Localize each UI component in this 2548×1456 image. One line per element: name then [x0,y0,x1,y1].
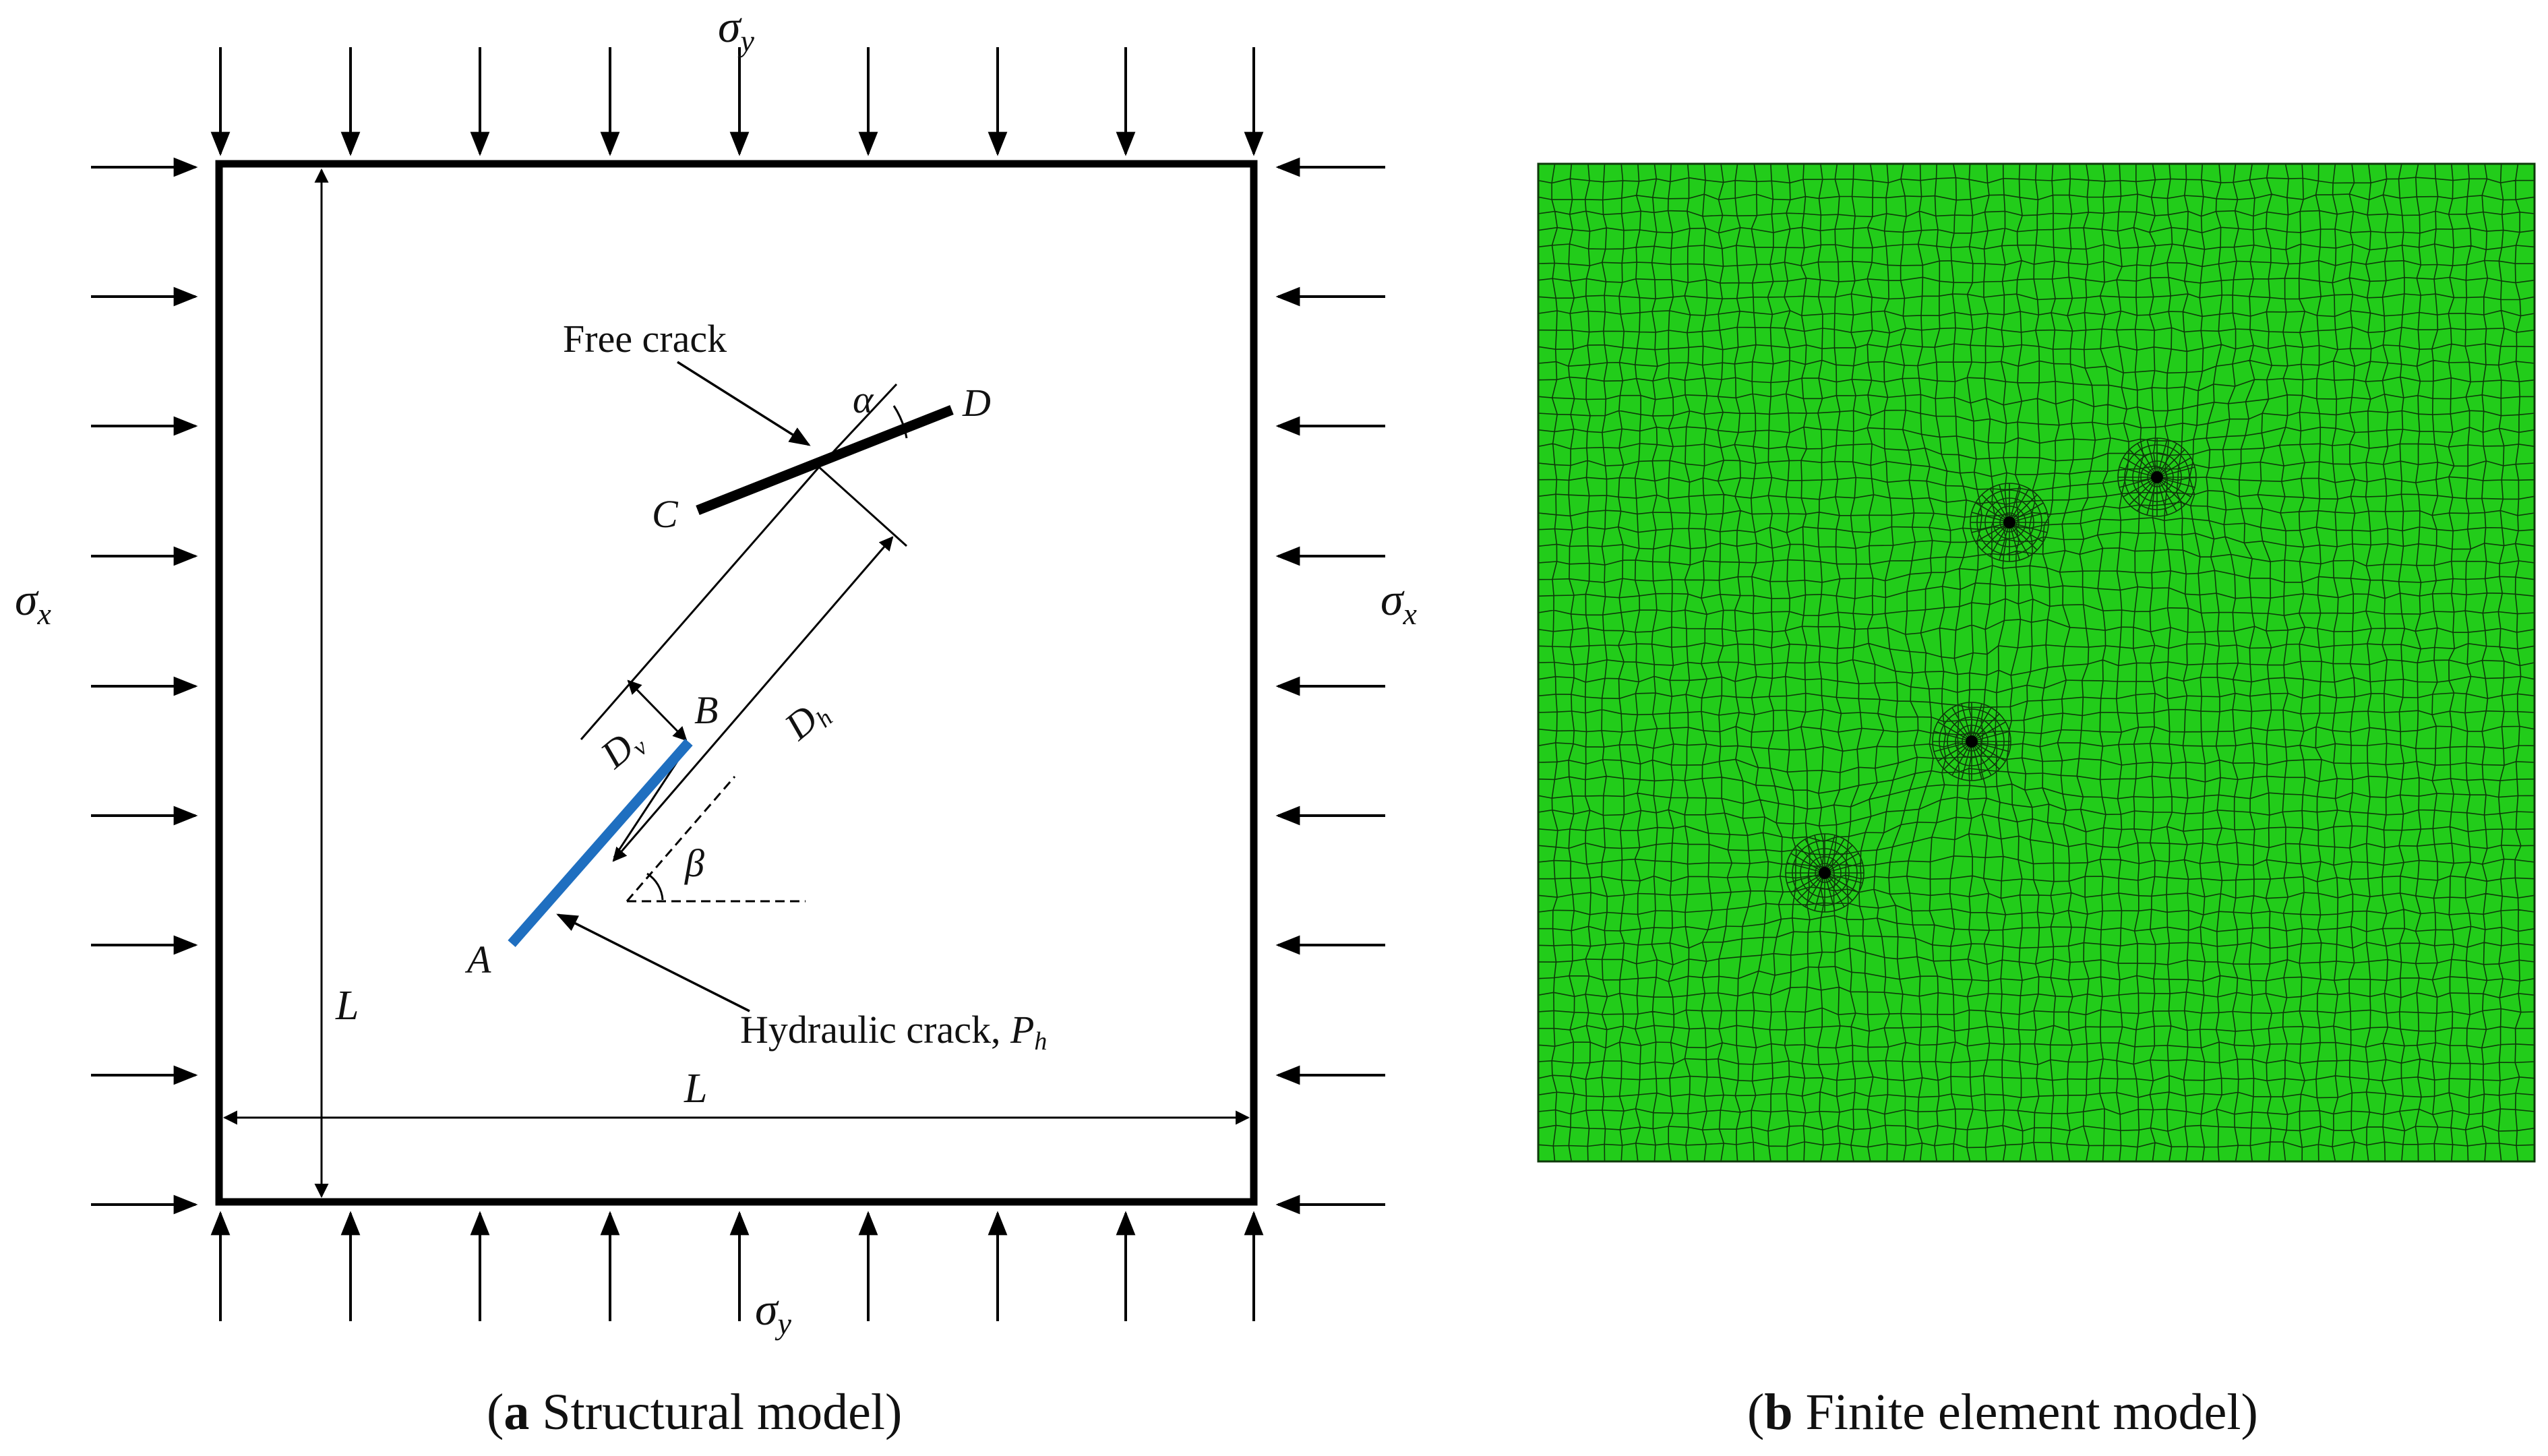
stress-sigma-x-right-label: σx [1381,574,1418,631]
crack-tip-node [1819,867,1831,879]
mesh-refinement-spider [1785,833,1864,913]
caption-structural-model: (a Structural model) [487,1384,903,1440]
dimension-l-horizontal-label: L [684,1066,707,1112]
specimen-boundary [215,160,1258,1206]
mesh-domain [1537,162,2536,1163]
left-load-arrows [91,157,198,1215]
mesh-grid-path [1538,163,2535,1162]
hydraulic-crack-ab [508,739,693,947]
stress-sigma-y-top-label: σy [718,1,755,58]
right-load-arrows [1275,157,1385,1215]
point-b-label: B [694,688,718,732]
stress-sigma-y-bottom-label: σy [755,1283,792,1341]
hydraulic-crack-leader-arrow [556,913,750,1012]
crack-tip-node [2003,516,2015,528]
crack-tip-node [1966,735,1978,748]
angle-alpha-label: α [853,377,874,421]
dimension-dh-label: Dh [776,689,838,752]
crack-geometry-construction [580,383,908,901]
dimension-l-vertical-label: L [335,983,359,1029]
free-crack-cd [696,405,954,515]
caption-finite-element-model: (b Finite element model) [1747,1384,2258,1440]
dimension-dv-label: Dv [592,718,653,779]
point-d-label: D [962,381,991,425]
mesh-refinement-spider [2117,437,2197,517]
structural-model-diagram: σy σy σx σx Free crack Hydraulic crack, … [15,1,1418,1341]
stress-sigma-x-left-label: σx [15,574,52,631]
crack-tip-node [2151,471,2163,483]
bottom-load-arrows [210,1211,1264,1321]
point-a-label: A [464,938,491,981]
free-crack-leader-arrow [677,361,811,446]
hydraulic-crack-label: Hydraulic crack, Ph [740,1008,1047,1056]
angle-beta-label: β [684,841,704,885]
free-crack-label: Free crack [563,317,727,361]
point-c-label: C [652,492,679,536]
mesh-element-lines [1538,163,2535,1162]
top-load-arrows [210,47,1264,156]
mesh-refinement-spider [1970,483,2049,562]
mesh-refinement-centers [1785,437,2197,913]
mesh-refinement-spider [1932,702,2011,781]
beta-reference-lines [626,776,806,903]
